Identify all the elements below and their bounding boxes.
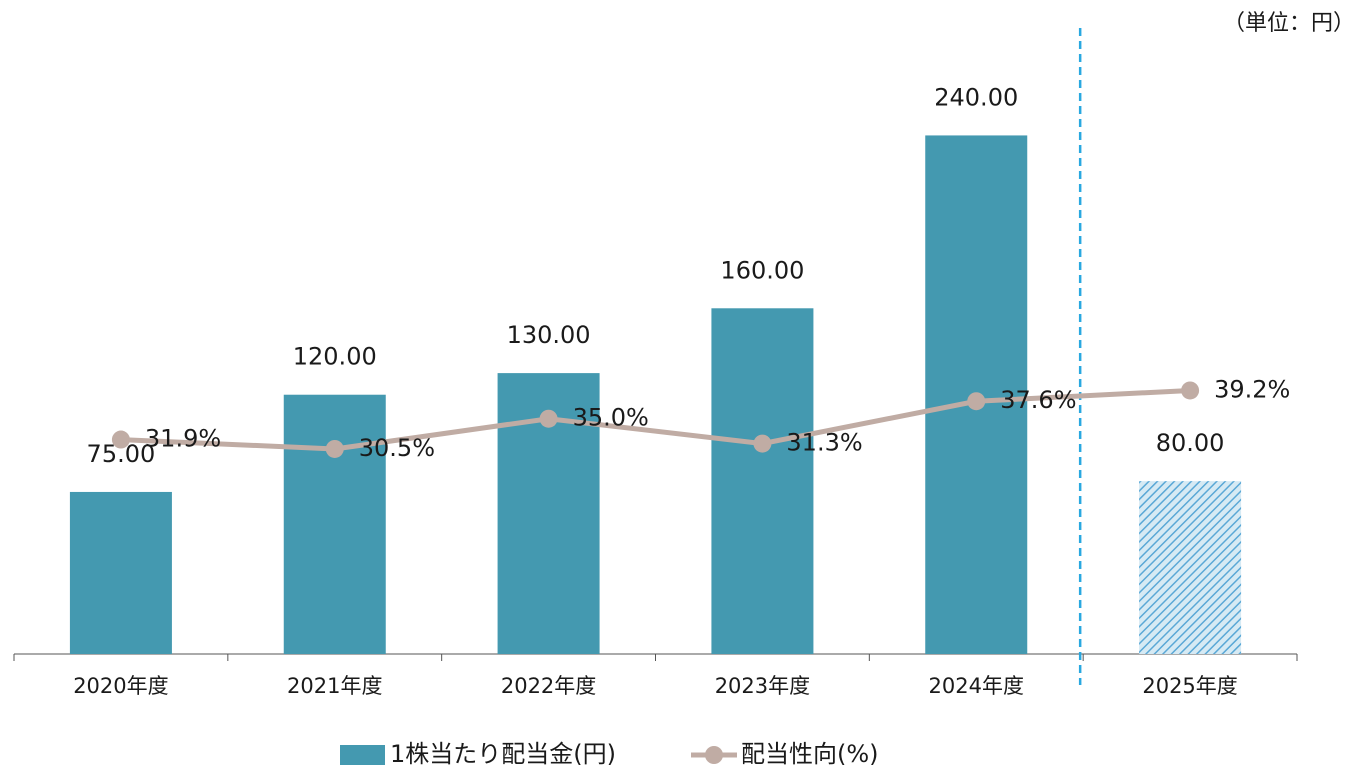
line-point (967, 392, 986, 411)
unit-label: （単位：円） (1223, 11, 1355, 36)
bar (711, 308, 814, 654)
x-tick-label: 2022年度 (501, 674, 596, 698)
bar (1139, 481, 1242, 654)
line-point (325, 439, 344, 458)
bar-value-label: 80.00 (1156, 429, 1225, 457)
bar-value-label: 130.00 (507, 321, 591, 349)
legend-label: 1株当たり配当金(円) (390, 740, 616, 768)
bar (69, 491, 172, 654)
x-tick-label: 2021年度 (287, 674, 382, 698)
bar (283, 394, 386, 654)
line-value-label: 31.3% (786, 429, 862, 457)
bar-value-label: 120.00 (293, 343, 377, 371)
line-value-label: 39.2% (1214, 375, 1290, 403)
line-value-label: 37.6% (1000, 386, 1076, 414)
bar-value-label: 160.00 (720, 256, 804, 284)
x-tick-label: 2024年度 (929, 674, 1024, 698)
line-value-label: 31.9% (145, 425, 221, 453)
line-point (1181, 381, 1200, 400)
line (120, 387, 1191, 452)
line-value-label: 30.5% (359, 434, 435, 462)
x-tick-label: 2023年度 (715, 674, 810, 698)
line-point (753, 434, 772, 453)
bar-value-label: 240.00 (934, 83, 1018, 111)
line-point (539, 409, 558, 428)
legend-swatch (340, 745, 385, 765)
legend-swatch (705, 746, 723, 764)
x-tick-label: 2020年度 (73, 674, 168, 698)
line-point (111, 430, 130, 449)
x-tick-label: 2025年度 (1142, 674, 1237, 698)
line-value-label: 35.0% (573, 404, 649, 432)
legend-label: 配当性向(%) (741, 740, 879, 768)
